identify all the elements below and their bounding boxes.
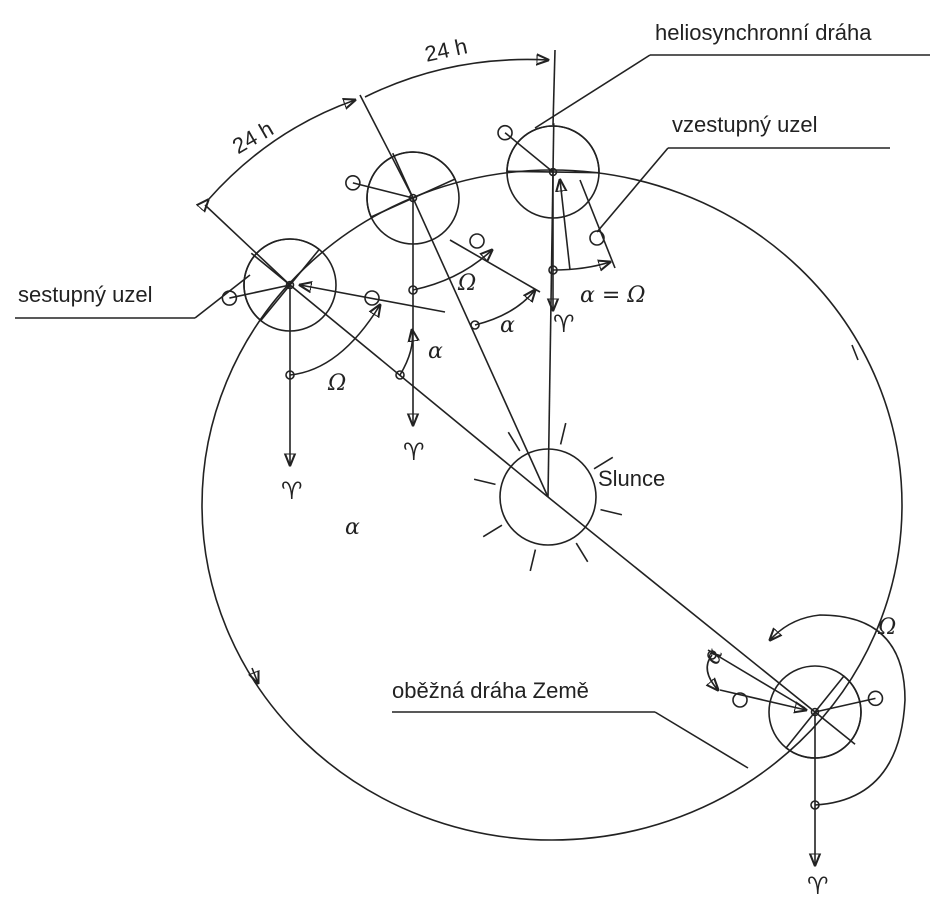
alpha: α — [500, 313, 515, 338]
aries: ♈ — [807, 872, 829, 900]
line — [601, 510, 622, 515]
line — [655, 712, 748, 768]
aries: ♈ — [281, 477, 303, 505]
label-earth-orbit: oběžná dráha Země — [392, 678, 589, 703]
diagram: heliosynchronní dráha 24 h 24 h vzestupn… — [0, 0, 938, 906]
line — [195, 275, 250, 318]
label-alpha-omega: α = Ω — [580, 283, 646, 308]
line — [580, 180, 615, 268]
line — [530, 550, 535, 571]
dimension — [365, 59, 548, 97]
node — [590, 231, 604, 245]
alpha: α — [345, 515, 360, 540]
omega: Ω — [327, 371, 346, 396]
node — [470, 234, 484, 248]
arc — [553, 262, 610, 270]
label-sun: Slunce — [598, 466, 665, 491]
label-helio: heliosynchronní dráha — [655, 20, 872, 45]
line — [251, 253, 548, 497]
line — [548, 497, 855, 744]
line — [360, 95, 413, 198]
line — [508, 432, 519, 451]
line — [553, 50, 555, 125]
arc — [770, 615, 905, 805]
line — [597, 148, 668, 232]
alpha: α — [700, 645, 729, 668]
line — [561, 423, 566, 444]
label-24h: 24 h — [422, 33, 469, 66]
aries: ♈ — [553, 310, 575, 338]
line — [300, 285, 445, 312]
line — [474, 479, 495, 484]
label-24h: 24 h — [228, 116, 278, 159]
line — [535, 55, 650, 128]
label-descending: sestupný uzel — [18, 282, 153, 307]
label-ascending: vzestupný uzel — [672, 112, 818, 137]
line — [576, 543, 587, 562]
arc — [400, 330, 413, 375]
omega: Ω — [877, 615, 896, 640]
arc — [290, 305, 380, 375]
dimension — [208, 100, 355, 200]
line — [353, 183, 413, 198]
line — [483, 525, 502, 536]
omega: Ω — [457, 271, 476, 296]
alpha: α — [428, 339, 443, 364]
aries: ♈ — [403, 438, 425, 466]
line — [205, 205, 290, 285]
line — [560, 180, 570, 270]
